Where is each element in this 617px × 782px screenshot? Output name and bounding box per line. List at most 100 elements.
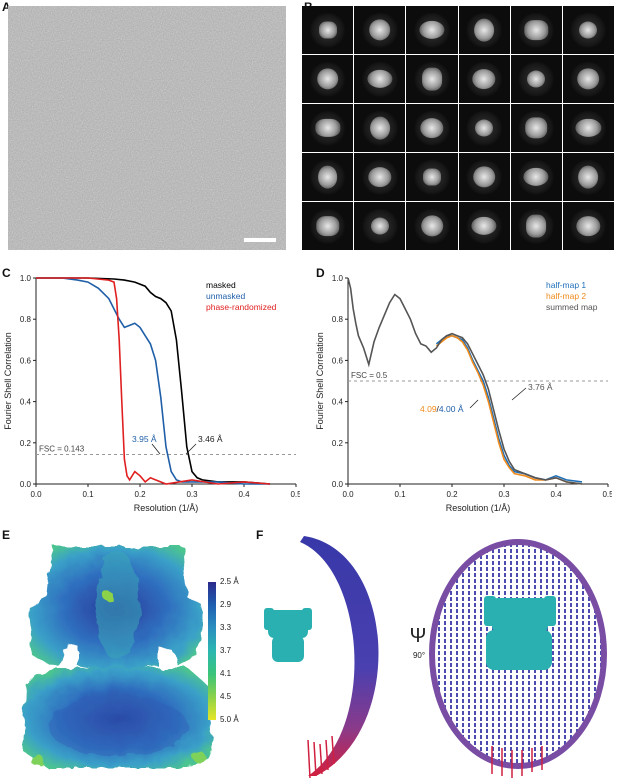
class-average: [406, 153, 458, 201]
legend-entry: unmasked: [206, 291, 245, 301]
plot-area: 0.0 0.1 0.2 0.3 0.4 0.5 0.0 0.2 0.4 0.6 0.8 1.0 Reso…: [315, 274, 612, 513]
reconstruction-thumbnail-left: [264, 608, 312, 662]
x-tick-label: 0.1: [82, 490, 94, 499]
colorbar-tick-label: 4.1: [220, 669, 232, 678]
class-average: [458, 104, 510, 152]
fsc-chart-c: 0.0 0.1 0.2 0.3 0.4 0.5 0.0 0.2 0.4 0.6 0.8 1.0 Reso…: [3, 274, 300, 513]
angular-distribution: Ψ 90°: [264, 536, 607, 779]
legend-entry: half-map 2: [546, 291, 586, 301]
legend-entry: phase-randomized: [206, 302, 277, 312]
panel-label-f: F: [256, 528, 264, 542]
micrograph-texture: [8, 6, 286, 250]
fsc-chart-d: 0.0 0.1 0.2 0.3 0.4 0.5 0.0 0.2 0.4 0.6 0.8 1.0 Reso…: [315, 274, 612, 513]
class-average: [562, 153, 614, 201]
annotation-label: 4.09/4.00 Å: [420, 404, 464, 414]
y-tick-label: 0.6: [20, 356, 32, 365]
legend-entry: half-map 1: [546, 280, 586, 290]
y-tick-label: 0.4: [20, 398, 32, 407]
y-tick-label: 1.0: [20, 274, 32, 283]
colorbar-tick-label: 3.7: [220, 646, 232, 655]
annotation-label: 3.46 Å: [198, 434, 223, 444]
rotation-symbol: Ψ: [410, 625, 427, 647]
class-average: [302, 202, 354, 250]
y-tick-label: 1.0: [332, 274, 344, 283]
y-tick-label: 0.0: [332, 480, 344, 489]
class-average: [302, 153, 354, 201]
annotation-label: 3.95 Å: [132, 434, 157, 444]
class-average: [406, 6, 458, 54]
colorbar-tick-label: 3.3: [220, 623, 232, 632]
class-average: [458, 202, 510, 250]
series-line-phase-randomized: [36, 277, 271, 485]
annotation-arrow: [469, 399, 479, 409]
annotation-part: /: [437, 404, 440, 414]
y-axis-label: Fourier Shell Correlation: [3, 332, 13, 430]
x-tick-label: 0.3: [186, 490, 198, 499]
class-average: [354, 202, 406, 250]
class-average: [562, 6, 614, 54]
annotation-part: 4.00 Å: [439, 404, 464, 414]
x-tick-label: 0.4: [238, 490, 250, 499]
x-tick-label: 0.3: [498, 490, 510, 499]
colorbar-tick-label: 4.5: [220, 692, 232, 701]
class-average: [510, 202, 562, 250]
class-average: [354, 55, 406, 103]
class-average: [406, 202, 458, 250]
colorbar-tick-label: 2.9: [220, 600, 232, 609]
class-average: [302, 104, 354, 152]
x-tick-label: 0.4: [550, 490, 562, 499]
class-average: [302, 55, 354, 103]
scale-bar: [244, 238, 276, 242]
y-tick-label: 0.4: [332, 398, 344, 407]
colorbar-tick-label: 2.5 Å: [220, 577, 239, 586]
panel-label-a: A: [2, 0, 11, 14]
reconstruction-thumbnail-right: [484, 596, 556, 670]
class-average: [354, 6, 406, 54]
series-line-unmasked: [36, 277, 270, 485]
series-line-masked: [36, 277, 271, 485]
plot-area: 0.0 0.1 0.2 0.3 0.4 0.5 0.0 0.2 0.4 0.6 0.8 1.0 Reso…: [3, 274, 300, 513]
class-average: [510, 104, 562, 152]
colorbar-tick-label: 5.0 Å: [220, 715, 239, 724]
rotation-label: 90°: [413, 651, 425, 660]
x-axis-label: Resolution (1/Å): [134, 503, 199, 513]
class-average: [458, 153, 510, 201]
panel-label-c: C: [2, 266, 11, 280]
series-line-summed-map: [347, 277, 583, 485]
annotation-part: 4.09: [420, 404, 437, 414]
y-tick-label: 0.2: [332, 439, 344, 448]
legend-entry: masked: [206, 280, 236, 290]
annotation-arrow: [151, 443, 161, 455]
class-average: [406, 55, 458, 103]
class-average: [458, 55, 510, 103]
crescent-spikes: [307, 735, 335, 779]
x-tick-label: 0.0: [342, 490, 354, 499]
class-average: [458, 6, 510, 54]
x-axis-label: Resolution (1/Å): [446, 503, 511, 513]
class-average: [510, 6, 562, 54]
threshold-label: FSC = 0.5: [351, 371, 388, 380]
x-tick-label: 0.1: [394, 490, 406, 499]
class-average: [354, 104, 406, 152]
ellipsoid-spikes: [491, 746, 543, 778]
class-average: [562, 104, 614, 152]
class-average: [510, 153, 562, 201]
x-tick-label: 0.2: [134, 490, 146, 499]
y-tick-label: 0.0: [20, 480, 32, 489]
class-average: [562, 202, 614, 250]
class-average: [354, 153, 406, 201]
y-tick-label: 0.2: [20, 439, 32, 448]
x-tick-label: 0.5: [290, 490, 300, 499]
legend-entry: summed map: [546, 302, 598, 312]
y-tick-label: 0.8: [20, 315, 32, 324]
x-tick-label: 0.2: [446, 490, 458, 499]
annotation-arrow: [185, 443, 197, 455]
crescent-projection: [300, 536, 379, 776]
class-average: [562, 55, 614, 103]
x-tick-label: 0.5: [602, 490, 612, 499]
class-average: [510, 55, 562, 103]
annotation-arrow: [511, 387, 527, 401]
y-tick-label: 0.6: [332, 356, 344, 365]
y-axis-label: Fourier Shell Correlation: [315, 332, 325, 430]
class-average: [302, 6, 354, 54]
